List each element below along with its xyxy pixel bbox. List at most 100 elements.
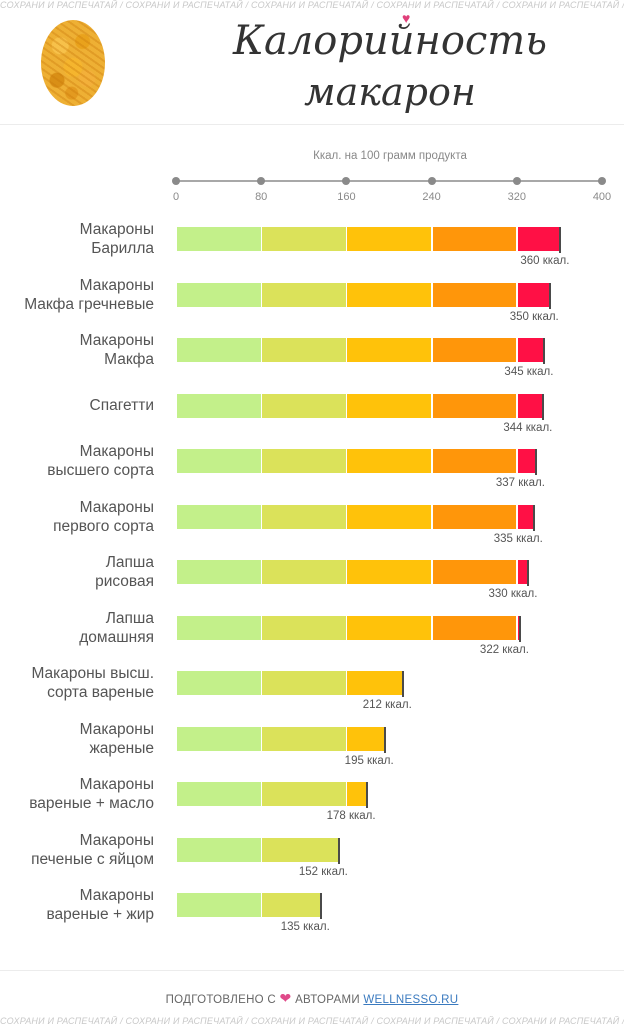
- header-divider: [0, 124, 624, 125]
- bar-segment: [517, 615, 520, 640]
- bar-end-marker: [532, 504, 535, 531]
- bar-segment: [177, 282, 261, 307]
- bar-segment: [347, 227, 432, 251]
- bar-category-label: Макароны Барилла: [79, 221, 154, 257]
- bar-segment: [517, 504, 534, 529]
- bar-segment: [347, 782, 367, 806]
- bar-category-label: Макароны вареные + масло: [29, 776, 154, 812]
- bar-category-label: Макароны первого сорта: [53, 498, 154, 535]
- bar-end-marker: [543, 338, 546, 364]
- bar-segment: [432, 393, 517, 418]
- axis-tick-label: 80: [255, 191, 268, 203]
- bar-segment: [262, 282, 346, 307]
- bar-row: Спагетти 344 ккал.: [0, 387, 624, 443]
- bar-value-label: 360 ккал.: [520, 255, 570, 267]
- watermark-top: СОХРАНИ И РАСПЕЧАТАЙ / СОХРАНИ И РАСПЕЧА…: [0, 0, 624, 10]
- page-title-line2: макарон: [304, 70, 476, 114]
- bar-segment: [177, 782, 261, 806]
- bar-value-label: 335 ккал.: [493, 532, 543, 545]
- bar-end-marker: [383, 726, 386, 753]
- bar-end-marker: [534, 449, 537, 475]
- bar-row: Макароны Макфа гречневые 350 ккал.: [0, 276, 624, 332]
- bar-segment: [177, 615, 261, 640]
- bar-segment: [517, 227, 561, 251]
- bar-value-label: 195 ккал.: [344, 754, 394, 767]
- axis-label: Ккал. на 100 грамм продукта: [313, 150, 467, 162]
- bar-end-marker: [337, 837, 340, 864]
- bar-segment: [177, 338, 261, 362]
- bar-segment: [177, 449, 261, 473]
- bar-row: Макароны Макфа 345 ккал.: [0, 331, 624, 387]
- bar-category-label: Макароны Макфа: [79, 332, 154, 368]
- bar-segment: [177, 504, 261, 529]
- bar-segment: [262, 615, 346, 640]
- axis-tick-dot: [342, 177, 351, 185]
- bar: [177, 227, 561, 251]
- bar-category-label: Макароны жареные: [79, 720, 154, 757]
- bar-segment: [432, 504, 517, 529]
- axis-tick-label: 0: [172, 191, 180, 203]
- bar-segment: [517, 338, 545, 362]
- bar-segment: [347, 338, 432, 362]
- bar-row: Макароны вареные + масло 178 ккал.: [0, 775, 624, 831]
- bar: [177, 726, 385, 751]
- bar-segment: [517, 282, 550, 307]
- footer-middle: АВТОРАМИ: [295, 994, 360, 1006]
- bar: [177, 338, 545, 362]
- bar: [177, 560, 529, 584]
- bar-row: Макароны высш. сорта вареные 212 ккал.: [0, 664, 624, 720]
- bar-segment: [517, 449, 536, 473]
- axis-line: [176, 180, 603, 182]
- bar-segment: [262, 726, 346, 751]
- bar-value-label: 152 ккал.: [298, 865, 348, 878]
- bar-segment: [347, 282, 432, 307]
- bar-segment: [432, 560, 517, 584]
- page-title-line1: Калорийность: [232, 18, 548, 64]
- bar-category-label: Макароны печеные с яйцом: [31, 831, 154, 868]
- bar-row: Макароны печеные с яйцом 152 ккал.: [0, 831, 624, 887]
- bar-segment: [432, 338, 517, 362]
- bar-end-marker: [548, 282, 551, 309]
- bar: [177, 837, 339, 862]
- bar-row: Макароны вареные + жир 135 ккал.: [0, 886, 624, 942]
- bar-segment: [347, 393, 432, 418]
- bar-segment: [347, 726, 385, 751]
- bar-segment: [347, 615, 432, 640]
- bar-category-label: Макароны вареные + жир: [46, 887, 154, 923]
- axis-tick-dot: [512, 177, 521, 185]
- bar: [177, 671, 403, 695]
- bar-segment: [262, 837, 339, 862]
- axis-tick-dot: [598, 177, 606, 185]
- bar: [177, 282, 550, 307]
- bar-segment: [432, 227, 517, 251]
- bar: [177, 615, 520, 640]
- heart-icon: ❤: [279, 990, 292, 1006]
- bar-segment: [262, 227, 346, 251]
- bar-segment: [262, 893, 321, 917]
- bar-segment: [517, 393, 544, 418]
- bar-segment: [177, 671, 261, 695]
- bar-end-marker: [542, 393, 545, 420]
- bar-value-label: 350 ккал.: [509, 310, 559, 323]
- bar: [177, 893, 321, 917]
- bar-segment: [432, 615, 517, 640]
- bar-segment: [177, 393, 261, 418]
- bar-end-marker: [401, 671, 404, 697]
- bar-segment: [262, 393, 346, 418]
- bar-end-marker: [559, 227, 562, 253]
- bar: [177, 782, 367, 806]
- bar-end-marker: [319, 893, 322, 919]
- bar: [177, 393, 544, 418]
- bar-value-label: 178 ккал.: [326, 810, 376, 822]
- bar-segment: [262, 504, 346, 529]
- bar-segment: [347, 671, 403, 695]
- bar-row: Лапша рисовая 330 ккал.: [0, 553, 624, 609]
- bar-category-label: Макароны Макфа гречневые: [24, 276, 154, 313]
- wellnesso-link[interactable]: WELLNESSO.RU: [363, 994, 459, 1006]
- bar-segment: [432, 449, 517, 473]
- bar-segment: [177, 227, 261, 251]
- bar-row: Лапша домашняя 322 ккал.: [0, 609, 624, 665]
- footer-prefix: ПОДГОТОВЛЕНО С: [165, 994, 277, 1006]
- bar-value-label: 135 ккал.: [280, 921, 330, 933]
- footer-divider: [0, 970, 624, 971]
